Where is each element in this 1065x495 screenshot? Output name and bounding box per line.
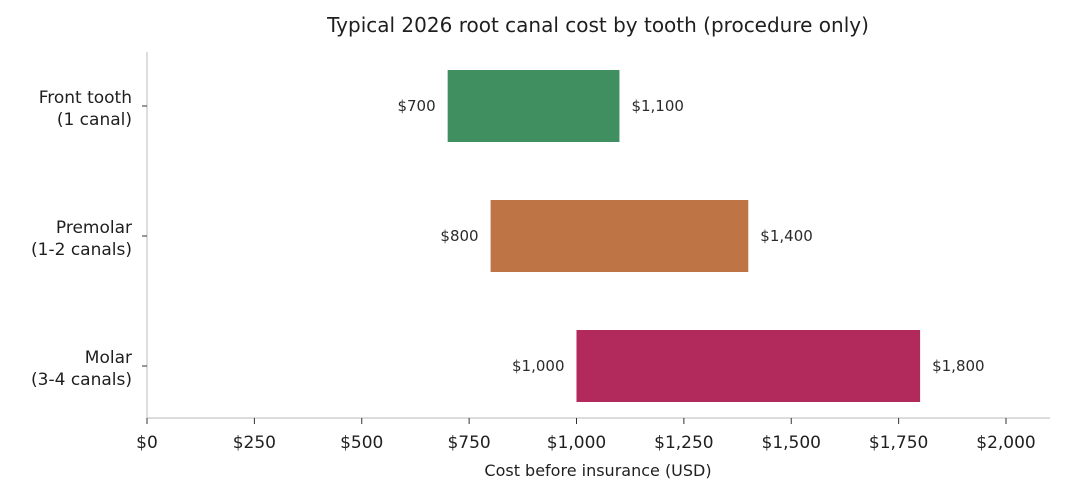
high-value-label: $1,400 — [760, 227, 813, 245]
low-value-label: $1,000 — [512, 357, 565, 375]
low-value-label: $700 — [397, 97, 435, 115]
category-label-line: Molar — [85, 348, 132, 368]
high-value-label: $1,100 — [631, 97, 684, 115]
category-label-line: (1 canal) — [57, 110, 132, 130]
x-tick-label: $750 — [447, 433, 490, 453]
x-tick-label: $1,250 — [654, 433, 713, 453]
category-label-line: Front tooth — [39, 88, 132, 108]
x-tick-label: $250 — [233, 433, 276, 453]
category-label: Molar (3-4 canals) — [31, 348, 132, 390]
x-tick-label: $1,000 — [547, 433, 606, 453]
low-value-label: $800 — [440, 227, 478, 245]
category-label: Premolar (1-2 canals) — [31, 218, 132, 260]
chart-title: Typical 2026 root canal cost by tooth (p… — [326, 13, 869, 37]
category-label-line: Premolar — [56, 218, 132, 238]
x-tick-label: $500 — [340, 433, 383, 453]
x-tick-label: $2,000 — [976, 433, 1035, 453]
range-bar[interactable] — [447, 70, 620, 142]
range-bar[interactable] — [490, 200, 749, 272]
x-tick-label: $1,750 — [869, 433, 928, 453]
x-tick-label: $1,500 — [762, 433, 821, 453]
x-axis-label: Cost before insurance (USD) — [484, 461, 711, 480]
range-bar[interactable] — [576, 330, 921, 402]
plot-area: $0 $250 $500 $750 $1,000 $1,250 $1,500 $1,750 $2… — [31, 52, 1050, 453]
x-tick-label: $0 — [136, 433, 158, 453]
category-label-line: (1-2 canals) — [31, 240, 132, 260]
category-label: Front tooth (1 canal) — [39, 88, 132, 130]
category-label-line: (3-4 canals) — [31, 370, 132, 390]
high-value-label: $1,800 — [932, 357, 985, 375]
